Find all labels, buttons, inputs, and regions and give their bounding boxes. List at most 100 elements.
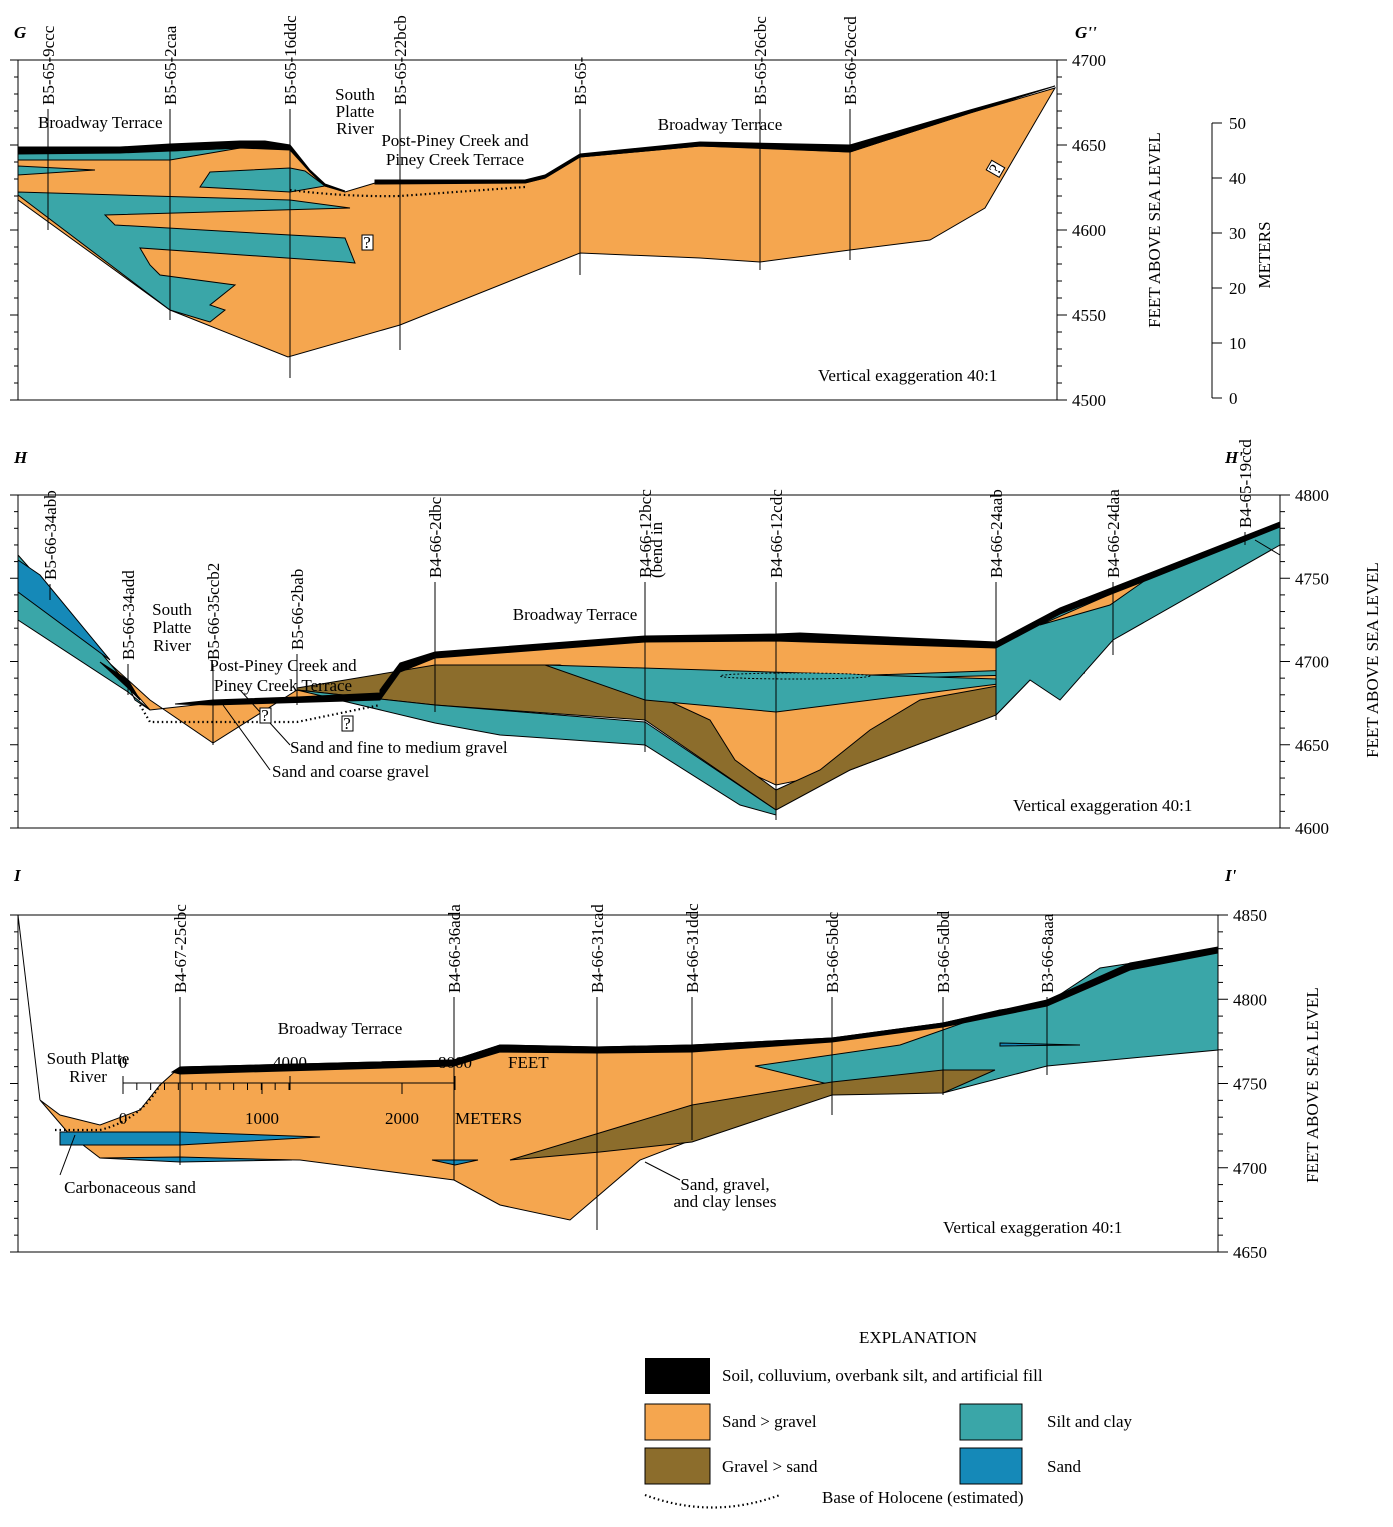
query-mark: ?: [342, 714, 353, 733]
scale-unit: METERS: [455, 1109, 522, 1128]
annotation: Sand and fine to medium gravel: [290, 738, 508, 757]
well-note: (bend in: [647, 521, 666, 578]
query-mark: ?: [362, 233, 373, 252]
annotation: South: [152, 600, 192, 619]
axis-title: FEET ABOVE SEA LEVEL: [1145, 132, 1164, 328]
query-text: ?: [363, 233, 371, 252]
y-tick-label: 4650: [1295, 736, 1329, 755]
y-tick-label: 4750: [1233, 1075, 1267, 1094]
exaggeration-note: Vertical exaggeration 40:1: [818, 366, 997, 385]
exaggeration-note: Vertical exaggeration 40:1: [1013, 796, 1192, 815]
annotation: Carbonaceous sand: [64, 1178, 196, 1197]
annotation: Broadway Terrace: [38, 113, 163, 132]
y-tick-label: 4550: [1072, 306, 1106, 325]
y-tick-label: 4500: [1072, 391, 1106, 410]
swatch-gravel-sand: [645, 1448, 710, 1484]
y-tick-label: 4600: [1295, 819, 1329, 838]
scale-unit: FEET: [508, 1053, 549, 1072]
well-label: B4-66-31ddc: [683, 903, 702, 993]
leader: [645, 1162, 680, 1180]
query-text: ?: [343, 714, 351, 733]
annotation: Sand and coarse gravel: [272, 762, 429, 781]
y-tick-label: 4800: [1295, 486, 1329, 505]
silt-clay: [200, 168, 325, 192]
swatch-sand: [960, 1448, 1022, 1484]
explanation-title: EXPLANATION: [859, 1328, 977, 1347]
y-tick-label: 4600: [1072, 221, 1106, 240]
section-start: G: [14, 23, 27, 42]
meter-tick-label: 30: [1229, 224, 1246, 243]
section-start: H: [13, 448, 28, 467]
sand-gravel: [18, 88, 1055, 357]
axis-title: FEET ABOVE SEA LEVEL: [1303, 987, 1322, 1183]
well-label: B4-66-24daa: [1104, 489, 1123, 578]
section-end: G'': [1075, 23, 1097, 42]
annotation: Broadway Terrace: [658, 115, 783, 134]
y-tick-label: 4800: [1233, 990, 1267, 1009]
meter-tick-label: 40: [1229, 169, 1246, 188]
ground: [18, 915, 40, 1100]
y-tick-label: 4700: [1233, 1159, 1267, 1178]
query-mark: ?: [260, 706, 271, 725]
annotation: Post-Piney Creek and: [381, 131, 529, 150]
meter-tick-label: 10: [1229, 334, 1246, 353]
scale-label: 8000: [438, 1053, 472, 1072]
meter-tick-label: 20: [1229, 279, 1246, 298]
well-label: B5-66-26ccd: [841, 16, 860, 105]
legend-label: Soil, colluvium, overbank silt, and arti…: [722, 1366, 1043, 1385]
meter-tick-label: 50: [1229, 114, 1246, 133]
annotation: Broadway Terrace: [278, 1019, 403, 1038]
annotation: Broadway Terrace: [513, 605, 638, 624]
well-label: B5-65-16ddc: [281, 15, 300, 105]
swatch-holocene: [645, 1495, 780, 1508]
well-label: B5-66-34add: [119, 570, 138, 660]
annotation: Platte: [153, 618, 192, 637]
well-label: B5-65-26cbc: [751, 16, 770, 105]
meters-title: METERS: [1255, 221, 1274, 288]
scale-label: 2000: [385, 1109, 419, 1128]
y-tick-label: 4850: [1233, 906, 1267, 925]
annotation: and clay lenses: [674, 1192, 777, 1211]
well-label: B4-66-36ada: [445, 904, 464, 993]
section-end: I': [1224, 866, 1237, 885]
legend-label: Base of Holocene (estimated): [822, 1488, 1024, 1507]
well-label: B5-65-22bcb: [391, 15, 410, 105]
scale-label: 1000: [245, 1109, 279, 1128]
soil: [100, 662, 140, 700]
legend-label: Gravel > sand: [722, 1457, 818, 1476]
swatch-soil: [645, 1358, 710, 1394]
well-label: B5-66-2bab: [288, 569, 307, 650]
well-label: B5-66-34abb: [41, 490, 60, 580]
section-g: [18, 60, 1057, 400]
annotation: River: [336, 119, 374, 138]
section-start: I: [13, 866, 22, 885]
y-tick-label: 4750: [1295, 569, 1329, 588]
legend-label: Sand: [1047, 1457, 1082, 1476]
axis-title: FEET ABOVE SEA LEVEL: [1363, 562, 1382, 758]
well-label: B3-66-8aaa: [1038, 913, 1057, 993]
well-label: B5-65-9ccc: [39, 25, 58, 105]
well-label: B4-66-2dbc: [426, 496, 445, 578]
well-label: B4-66-31cad: [588, 904, 607, 993]
scale-label: 0: [119, 1053, 128, 1072]
y-tick-label: 4650: [1072, 136, 1106, 155]
y-tick-label: 4700: [1072, 51, 1106, 70]
page: GG''HH'II'47004650460045504500FEET ABOVE…: [0, 0, 1393, 1527]
annotation: Piney Creek Terrace: [214, 676, 352, 695]
scale-label: 0: [119, 1109, 128, 1128]
swatch-silt-clay: [960, 1404, 1022, 1440]
well-label: B4-66-12cdc: [767, 489, 786, 578]
query-text: ?: [261, 706, 269, 725]
annotation: Post-Piney Creek and: [209, 656, 357, 675]
annotation: Piney Creek Terrace: [386, 150, 524, 169]
well-label: B4-66-24aab: [987, 489, 1006, 578]
well-label: B5-65-: [571, 57, 590, 106]
annotation: River: [153, 636, 191, 655]
y-tick-label: 4700: [1295, 653, 1329, 672]
legend-label: Sand > gravel: [722, 1412, 817, 1431]
swatch-sand-gravel: [645, 1404, 710, 1440]
annotation: South Platte: [47, 1049, 130, 1068]
well-label: B5-65-2caa: [161, 25, 180, 105]
scale-label: 4000: [273, 1053, 307, 1072]
well-label: B3-66-5bdc: [823, 911, 842, 993]
